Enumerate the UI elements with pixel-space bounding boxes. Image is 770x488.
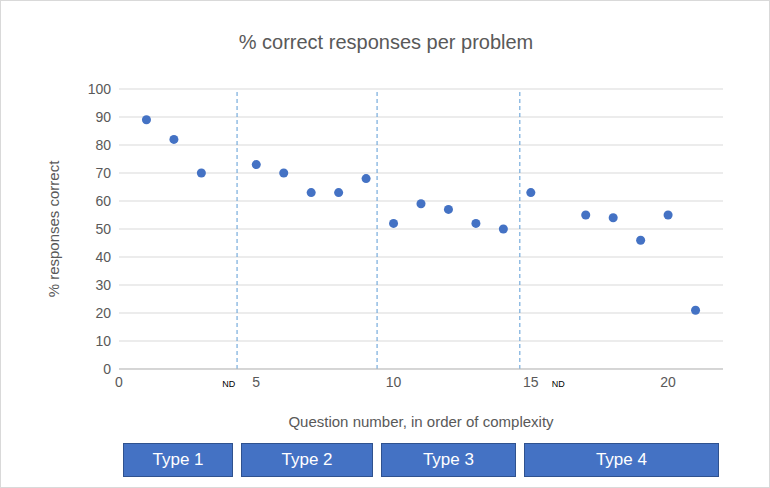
html-text:Type 1: Type 1 — [152, 450, 204, 469]
svg-text:50: 50 — [95, 221, 111, 237]
html-text:ND: ND — [222, 379, 236, 389]
svg-text:100: 100 — [88, 81, 112, 97]
svg-text:20: 20 — [95, 305, 111, 321]
svg-text:40: 40 — [95, 249, 111, 265]
svg-text:0: 0 — [103, 361, 111, 377]
svg-text:60: 60 — [95, 193, 111, 209]
svg-text:10: 10 — [95, 333, 111, 349]
svg-text:15: 15 — [523, 374, 539, 390]
svg-text:10: 10 — [386, 374, 402, 390]
html-text:Type 3: Type 3 — [422, 450, 474, 469]
svg-text:30: 30 — [95, 277, 111, 293]
svg-text:5: 5 — [252, 374, 260, 390]
html-text:% correct responses per proble: % correct responses per problem — [238, 31, 534, 53]
html-text:% responses correct: % responses correct — [44, 160, 62, 298]
svg-text:20: 20 — [660, 374, 676, 390]
html-text:Question number, in order of c: Question number, in order of complexity — [288, 413, 554, 430]
svg-text:90: 90 — [95, 109, 111, 125]
html-text:ND: ND — [551, 379, 565, 389]
svg-text:80: 80 — [95, 137, 111, 153]
svg-text:70: 70 — [95, 165, 111, 181]
html-text:Type 4: Type 4 — [595, 450, 647, 469]
html-text:Type 2: Type 2 — [281, 450, 333, 469]
svg-text:0: 0 — [115, 374, 123, 390]
